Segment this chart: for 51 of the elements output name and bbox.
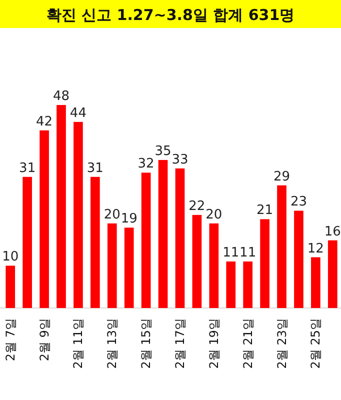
- x-tick-label: 2월 23일: [274, 318, 289, 369]
- data-label: 16: [324, 224, 341, 240]
- data-label: 44: [70, 106, 86, 121]
- data-label: 11: [240, 245, 256, 260]
- x-tick-label: 2월 9일: [37, 318, 52, 362]
- data-label: 10: [2, 250, 19, 265]
- bar: [192, 214, 202, 308]
- data-label: 35: [154, 144, 172, 159]
- bar: [311, 257, 320, 308]
- x-tick-label: 2월 11일: [71, 318, 86, 369]
- bar: [22, 176, 32, 308]
- bar: [40, 130, 49, 308]
- x-tick-label: 2월 25일: [308, 318, 323, 369]
- bar: [141, 172, 151, 308]
- data-label: 20: [206, 207, 222, 222]
- bar: [277, 185, 286, 308]
- bar: [124, 228, 134, 308]
- data-label: 42: [36, 114, 53, 130]
- bar: [107, 223, 117, 308]
- data-label: 19: [120, 212, 138, 227]
- x-tick-label: 2월 21일: [240, 318, 255, 369]
- bar: [90, 176, 100, 308]
- data-label: 21: [256, 203, 274, 218]
- data-label: 20: [104, 207, 120, 222]
- x-tick-label: 2월 17일: [172, 318, 187, 369]
- bar: [6, 266, 16, 308]
- bar: [226, 261, 236, 308]
- data-label: 31: [19, 160, 36, 176]
- chart-title: 확진 신고 1.27~3.8일 합계 631명: [46, 6, 295, 24]
- bar: [294, 210, 304, 308]
- data-label: 11: [222, 245, 240, 260]
- x-tick-label: 2월 7일: [3, 318, 18, 362]
- data-label: 33: [172, 152, 188, 168]
- bar: [243, 261, 252, 308]
- bar: [56, 105, 66, 308]
- x-tick-label: 2월 13일: [105, 318, 120, 369]
- data-label: 32: [138, 156, 154, 172]
- bar: [328, 240, 338, 308]
- bar: [74, 122, 83, 308]
- bar: [175, 168, 185, 308]
- bar: [158, 160, 168, 308]
- x-tick-label: 2월 19일: [206, 318, 221, 369]
- data-label: 48: [52, 89, 70, 104]
- data-label: 22: [188, 198, 206, 214]
- data-label: 12: [307, 241, 324, 256]
- data-label: 29: [273, 169, 290, 184]
- bar: [260, 219, 270, 308]
- x-tick-label: 2월 15일: [139, 318, 154, 369]
- data-label: 31: [86, 160, 104, 176]
- data-label: 23: [290, 194, 307, 210]
- bar: [209, 223, 219, 308]
